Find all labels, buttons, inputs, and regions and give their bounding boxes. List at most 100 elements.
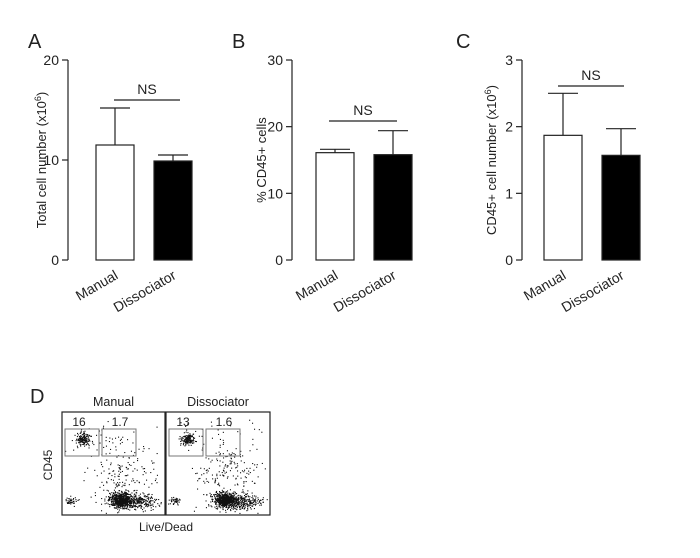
flow-dot — [174, 501, 176, 503]
y-axis-label: CD45+ cell number (x106) — [483, 85, 499, 235]
flow-dot — [156, 482, 158, 484]
flow-dot — [138, 448, 140, 450]
flow-dot — [189, 434, 191, 436]
flow-dot — [87, 436, 89, 438]
flow-dot — [78, 442, 80, 444]
flow-dot — [84, 445, 86, 447]
flow-dot — [262, 499, 264, 501]
flow-dot — [123, 496, 125, 498]
flow-dot — [248, 470, 250, 472]
flow-dot — [243, 485, 245, 487]
flow-dot — [132, 478, 134, 480]
flow-dot — [180, 444, 182, 446]
flow-dot — [200, 467, 202, 469]
flow-dot — [136, 480, 138, 482]
flow-dot — [118, 500, 120, 502]
flow-dot — [234, 508, 236, 510]
flow-dot — [137, 507, 139, 509]
flow-dot — [195, 430, 197, 432]
flow-dot — [227, 504, 229, 506]
flow-dot — [120, 498, 122, 500]
flow-dot — [71, 440, 73, 442]
flow-dot — [119, 482, 121, 484]
flow-dot — [144, 502, 146, 504]
flow-dot — [243, 462, 245, 464]
flow-dot — [253, 500, 255, 502]
flow-dot — [124, 485, 126, 487]
flow-dot — [220, 501, 222, 503]
flow-dot — [229, 460, 231, 462]
flow-dot — [211, 459, 213, 461]
flow-dot — [121, 502, 123, 504]
flow-dot — [228, 504, 230, 506]
flow-dot — [234, 503, 236, 505]
flow-x-axis-label: Live/Dead — [139, 520, 193, 534]
flow-dot — [229, 501, 231, 503]
flow-dot — [190, 440, 192, 442]
flow-dot — [245, 493, 247, 495]
flow-dot — [151, 483, 153, 485]
flow-dot — [115, 446, 117, 448]
flow-dot — [232, 499, 234, 501]
flow-dot — [252, 505, 254, 507]
flow-dot — [237, 498, 239, 500]
flow-dot — [186, 438, 188, 440]
flow-dot — [214, 496, 216, 498]
flow-dot — [73, 449, 75, 451]
flow-dot — [234, 463, 236, 465]
flow-dot — [116, 502, 118, 504]
flow-dot — [205, 478, 207, 480]
flow-dot — [223, 497, 225, 499]
flow-dot — [136, 503, 138, 505]
flow-dot — [88, 438, 90, 440]
flow-dot — [130, 500, 132, 502]
flow-dot — [225, 504, 227, 506]
flow-dot — [119, 468, 121, 470]
flow-dot — [122, 503, 124, 505]
flow-dot — [117, 475, 119, 477]
flow-dot — [70, 503, 72, 505]
flow-dot — [114, 504, 116, 506]
flow-dot — [227, 508, 229, 510]
flow-dot — [221, 495, 223, 497]
flow-dot — [123, 503, 125, 505]
flow-dot — [243, 492, 245, 494]
flow-dot — [116, 503, 118, 505]
flow-dot — [229, 463, 231, 465]
flow-dot — [135, 503, 137, 505]
flow-dot — [73, 502, 75, 504]
flow-dot — [222, 495, 224, 497]
flow-dot — [236, 503, 238, 505]
flow-dot — [238, 497, 240, 499]
flow-dot — [176, 498, 178, 500]
flow-dot — [232, 475, 234, 477]
flow-dot — [240, 498, 242, 500]
flow-dot — [218, 471, 220, 473]
flow-dot — [220, 502, 222, 504]
flow-dot — [191, 439, 193, 441]
y-axis-label-suffix: ) — [484, 85, 499, 89]
flow-dot — [169, 503, 171, 505]
flow-dot — [191, 442, 193, 444]
flow-dot — [215, 499, 217, 501]
flow-dot — [182, 438, 184, 440]
flow-dot — [231, 501, 233, 503]
gate-right — [205, 428, 241, 457]
flow-dot — [125, 499, 127, 501]
flow-dot — [187, 438, 189, 440]
flow-dot — [124, 508, 126, 510]
flow-dot — [117, 504, 119, 506]
flow-dot — [80, 440, 82, 442]
flow-dot — [80, 432, 82, 434]
flow-dot — [81, 429, 83, 431]
flow-dot — [79, 437, 81, 439]
flow-dot — [115, 496, 117, 498]
flow-dot — [146, 506, 148, 508]
y-tick-label: 20 — [43, 52, 59, 68]
flow-dot — [99, 486, 101, 488]
flow-dot — [227, 498, 229, 500]
flow-dot — [117, 504, 119, 506]
flow-dot — [246, 496, 248, 498]
flow-dot — [211, 496, 213, 498]
flow-dot — [222, 504, 224, 506]
